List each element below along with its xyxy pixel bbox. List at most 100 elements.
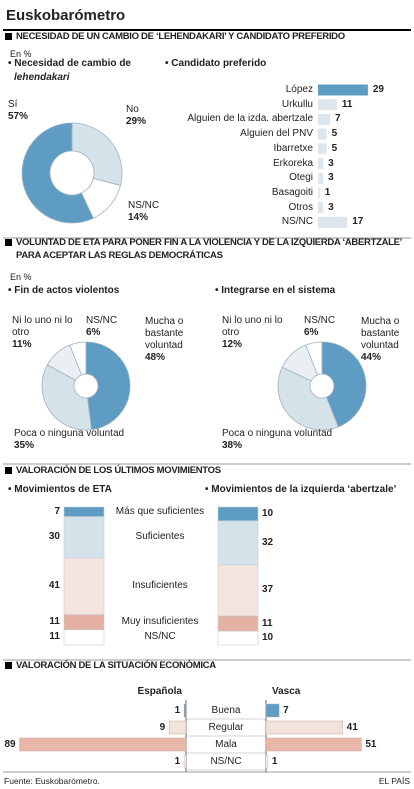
slice-label: Sí 57% (8, 99, 68, 123)
bar-segment (217, 564, 259, 617)
category-label: NS/NC (210, 755, 242, 767)
bar (168, 720, 187, 735)
bar (183, 703, 187, 718)
bar-segment (63, 629, 105, 646)
bar (183, 754, 187, 769)
value-label: 11 (341, 98, 353, 110)
value-label: 51 (365, 738, 377, 750)
bar (318, 187, 320, 199)
section-heading: VOLUNTAD DE ETA PARA PONER FIN A LA VIOL… (16, 237, 402, 261)
bar (318, 172, 324, 184)
page-title: Euskobarómetro (6, 7, 126, 24)
value-label: 10 (262, 632, 274, 644)
value-label: 32 (262, 536, 274, 548)
category-label: Mucha o bastante voluntad (361, 316, 400, 351)
category-label: Otegi (289, 172, 313, 184)
bar (318, 216, 348, 228)
value-label: 14% (128, 212, 149, 223)
category-label: Sí (8, 99, 18, 110)
value-label: 12% (222, 339, 243, 350)
bar-segment (63, 614, 105, 631)
slice-label: Poca o ninguna voluntad 35% (14, 428, 194, 452)
value-label: 11 (49, 631, 60, 643)
category-label: Ibarretxe (273, 142, 313, 154)
value-label: 5 (331, 128, 338, 140)
category-label: NS/NC (86, 315, 118, 326)
donut-slice (21, 122, 94, 224)
slice-label: Poca o ninguna voluntad 38% (222, 428, 402, 452)
value-label: 9 (159, 721, 166, 733)
category-label: Alguien del PNV (240, 128, 313, 140)
category-label: López (285, 84, 313, 95)
value-label: 3 (328, 201, 334, 213)
value-label: 6% (86, 327, 101, 338)
category-label: Regular (208, 721, 244, 733)
bar-segment (63, 506, 105, 517)
category-label: NS/NC (128, 200, 160, 211)
slice-label: NS/NC 6% (86, 315, 126, 339)
legend-label: Movimientos de la izquierda ‘abertzale’ (205, 484, 396, 496)
value-label: 44% (361, 352, 382, 363)
bar (265, 737, 362, 752)
bar (265, 754, 269, 769)
slice-label: NS/NC 14% (128, 200, 188, 224)
category-label: Basagoiti (271, 186, 313, 198)
section-heading: VALORACIÓN DE LOS ÚLTIMOS MOVIMIENTOS (16, 465, 221, 476)
bar-segment (63, 557, 105, 615)
value-label: 5 (331, 142, 338, 154)
bar (318, 202, 324, 214)
unit-label: En % (10, 49, 32, 59)
value-label: 11 (262, 617, 273, 629)
section-marker (5, 239, 12, 246)
value-label: 7 (283, 704, 289, 716)
donut-slice (71, 122, 123, 186)
section-marker (5, 33, 12, 40)
value-label: 7 (335, 113, 341, 125)
category-label: Poca o ninguna voluntad (222, 428, 333, 439)
category-label: No (126, 104, 139, 115)
category-label: Urkullu (281, 98, 313, 110)
category-label: NS/NC (304, 315, 336, 326)
donut-slice (305, 341, 323, 376)
category-label: Alguien de la izda. abertzale (187, 113, 313, 125)
unit-label: En % (10, 272, 32, 282)
category-label: Poca o ninguna voluntad (14, 428, 125, 439)
value-label: 29 (372, 84, 384, 95)
chart-subtitle: Fin de actos violentos (8, 285, 119, 297)
value-label: 6% (304, 327, 319, 338)
bar (318, 84, 368, 96)
category-label: Insuficientes (132, 580, 188, 592)
value-label: 89 (4, 738, 16, 750)
category-label: Ni lo uno ni lo otro (12, 315, 73, 338)
chart-subtitle: Candidato preferido (165, 58, 266, 70)
category-label: Otros (288, 201, 313, 213)
chart-subtitle: Integrarse en el sistema (215, 285, 335, 297)
value-label: 7 (54, 505, 60, 517)
donut-slice (321, 341, 367, 428)
bar-segment (63, 516, 105, 559)
slice-label: Mucha o bastante voluntad 48% (145, 316, 207, 364)
value-label: 41 (346, 721, 358, 733)
bar (318, 158, 324, 169)
donut-slice (69, 341, 87, 376)
slice-label: No 29% (126, 104, 186, 128)
value-label: 37 (262, 584, 274, 596)
value-label: 1 (174, 755, 181, 767)
value-label: 3 (328, 172, 334, 184)
value-label: 29% (126, 116, 147, 127)
donut-slice (277, 366, 339, 431)
source: Fuente: Euskobarómetro. (4, 776, 100, 786)
bar-segment (217, 506, 259, 522)
value-label: 1 (174, 704, 181, 716)
bar (318, 113, 331, 125)
legend-label: Movimientos de ETA (8, 484, 112, 496)
bar (265, 720, 343, 735)
bar (265, 703, 280, 718)
slice-label: Mucha o bastante voluntad 44% (361, 316, 413, 364)
value-label: 57% (8, 111, 29, 122)
category-label: Ni lo uno ni lo otro (222, 315, 283, 338)
value-label: 38% (222, 440, 243, 451)
bar-segment (217, 520, 259, 566)
